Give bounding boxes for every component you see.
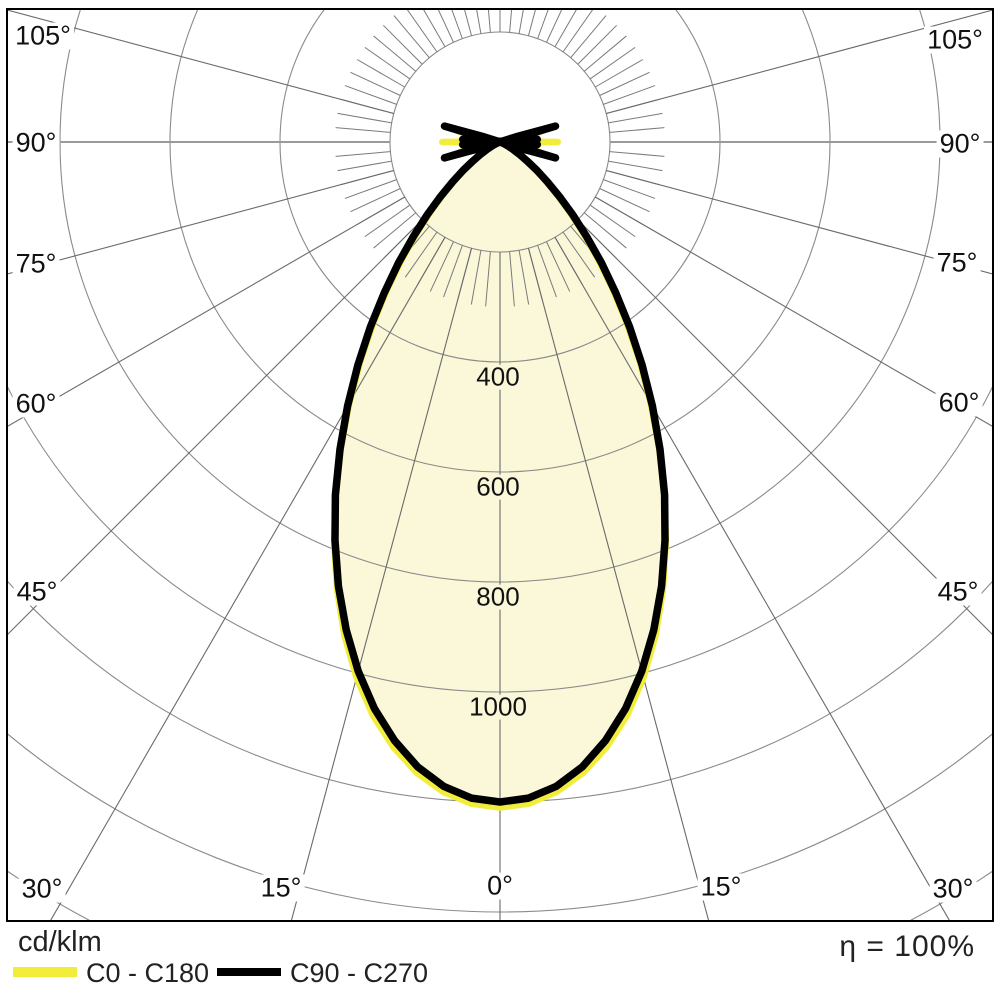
angle-label-7: 0° [484, 872, 516, 900]
radial-line-75 [606, 169, 993, 275]
minor-tick [583, 212, 627, 249]
minor-tick [609, 127, 665, 133]
angle-label-11: 60° [935, 389, 983, 417]
minor-tick [422, 9, 446, 47]
angle-label-5: 30° [18, 875, 66, 903]
efficiency-value: η = 100% [839, 930, 975, 963]
minor-tick [373, 35, 417, 72]
radial-line-60 [7, 196, 406, 428]
angle-label-12: 75° [933, 249, 981, 277]
minor-tick [589, 46, 636, 80]
minor-tick [337, 160, 392, 172]
radial-line-105 [606, 9, 993, 115]
minor-tick [356, 59, 405, 88]
legend-label-c0-c180: C0 - C180 [86, 958, 210, 988]
minor-tick [599, 71, 650, 96]
ring-label-1000: 1000 [465, 694, 531, 719]
radial-line-45 [577, 219, 993, 636]
minor-tick [485, 251, 491, 307]
angle-label-14: 105° [924, 26, 986, 54]
radial-line-30 [49, 236, 446, 921]
minor-tick [437, 9, 454, 43]
curve-C90-C270 [331, 122, 669, 806]
minor-tick [429, 241, 454, 292]
minor-tick [562, 231, 596, 278]
minor-tick [335, 127, 391, 133]
ring-label-800: 800 [472, 584, 524, 609]
minor-tick [344, 85, 397, 105]
radial-line-30 [554, 236, 951, 921]
minor-tick [603, 85, 656, 105]
minor-tick [518, 9, 524, 34]
minor-tick [344, 179, 397, 199]
minor-tick [364, 46, 411, 80]
angle-label-9: 30° [929, 875, 977, 903]
radial-line-75 [7, 169, 394, 275]
minor-tick [546, 241, 571, 292]
minor-tick [509, 251, 515, 307]
minor-tick [364, 204, 411, 238]
legend-swatch-c0-c180 [13, 967, 77, 977]
radial-line-60 [594, 196, 993, 428]
ring-label-600: 600 [472, 474, 524, 499]
minor-tick [603, 179, 656, 199]
radial-line-105 [7, 9, 394, 115]
legend-unit-label: cd/klm [18, 926, 102, 958]
minor-tick [337, 112, 392, 124]
minor-tick [546, 9, 563, 43]
angle-label-8: 15° [697, 873, 745, 901]
minor-tick [373, 212, 417, 249]
angle-label-3: 60° [12, 390, 60, 418]
plot-frame [6, 8, 994, 922]
minor-tick [443, 245, 463, 298]
radial-line-45 [7, 219, 423, 636]
minor-tick [562, 9, 594, 53]
minor-tick [393, 15, 430, 59]
minor-tick [487, 9, 491, 33]
minor-tick [537, 245, 557, 298]
ring-label-400: 400 [472, 364, 524, 389]
legend-swatch-c90-c270 [217, 968, 281, 976]
minor-tick [350, 71, 401, 96]
angle-label-0: 105° [12, 22, 74, 50]
angle-label-6: 15° [257, 874, 305, 902]
minor-tick [470, 250, 482, 305]
legend-entry-c0-c180: C0 - C180 [13, 956, 283, 990]
minor-tick [518, 250, 530, 305]
minor-tick [570, 15, 607, 59]
legend-entry-c90-c270: C90 - C270 [217, 956, 497, 990]
minor-tick [335, 151, 391, 157]
minor-tick [451, 9, 463, 39]
minor-tick [382, 24, 423, 65]
radial-line-15 [290, 248, 473, 921]
minor-tick [404, 231, 438, 278]
minor-tick [583, 35, 627, 72]
minor-tick [577, 24, 618, 65]
legend-label-c90-c270: C90 - C270 [290, 958, 429, 988]
angle-label-10: 45° [934, 578, 982, 606]
minor-tick [476, 9, 482, 34]
minor-tick [350, 188, 401, 213]
angle-label-4: 45° [13, 578, 61, 606]
angle-label-2: 75° [12, 250, 60, 278]
minor-tick [608, 112, 663, 124]
radial-line-15 [527, 248, 710, 921]
angle-label-13: 90° [936, 130, 984, 158]
minor-tick [509, 9, 513, 33]
minor-tick [599, 188, 650, 213]
minor-tick [589, 204, 636, 238]
minor-tick [554, 9, 578, 47]
minor-tick [595, 59, 644, 88]
angle-label-1: 90° [12, 129, 60, 157]
minor-tick [406, 9, 438, 53]
minor-tick [609, 151, 665, 157]
minor-tick [608, 160, 663, 172]
minor-tick [537, 9, 549, 39]
